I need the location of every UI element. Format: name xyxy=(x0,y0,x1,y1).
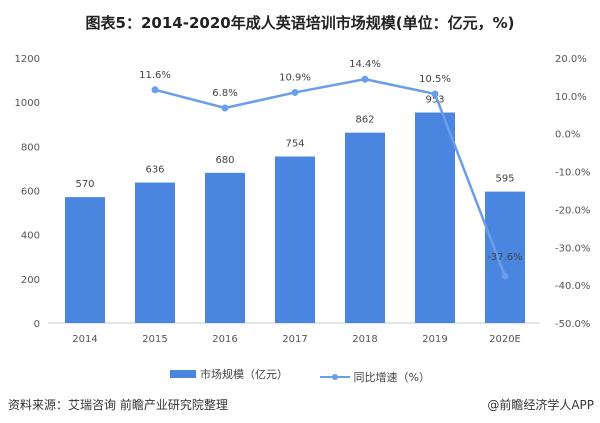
bar-data-label: 862 xyxy=(355,115,374,126)
growth-point xyxy=(291,88,299,96)
left-tick-label: 600 xyxy=(21,187,40,198)
growth-point xyxy=(361,75,369,83)
growth-data-label: 10.9% xyxy=(279,72,311,83)
bar xyxy=(275,156,315,323)
left-tick-label: 800 xyxy=(21,142,40,153)
growth-point xyxy=(151,86,159,94)
x-tick-label: 2017 xyxy=(282,334,307,345)
growth-point xyxy=(221,104,229,112)
growth-data-label: 14.4% xyxy=(349,59,381,70)
right-tick-label: -10.0% xyxy=(555,168,590,179)
growth-point xyxy=(501,272,509,280)
right-tick-label: -30.0% xyxy=(555,243,590,254)
legend-label-line: 同比增速（%） xyxy=(353,371,430,384)
growth-point xyxy=(431,90,439,98)
x-tick-label: 2019 xyxy=(422,334,447,345)
bar-data-label: 595 xyxy=(495,174,514,185)
bar-data-label: 754 xyxy=(285,138,304,149)
growth-data-label: 10.5% xyxy=(419,74,451,85)
bar xyxy=(65,197,105,323)
right-tick-label: 20.0% xyxy=(555,54,587,65)
x-tick-label: 2020E xyxy=(489,334,521,345)
right-tick-label: -40.0% xyxy=(555,281,590,292)
bar-data-label: 636 xyxy=(145,165,164,176)
growth-data-label: 6.8% xyxy=(212,88,237,99)
bar-data-label: 680 xyxy=(215,155,234,166)
bar xyxy=(135,182,175,323)
chart-title: 图表5：2014-2020年成人英语培训市场规模(单位：亿元，%) xyxy=(85,14,515,32)
bar xyxy=(345,132,385,323)
bar-data-label: 570 xyxy=(75,179,94,190)
right-tick-label: 0.0% xyxy=(555,130,580,141)
left-tick-label: 400 xyxy=(21,231,40,242)
right-tick-label: -20.0% xyxy=(555,205,590,216)
legend-swatch-bar xyxy=(170,370,197,378)
bar xyxy=(205,172,245,323)
legend-label-bar: 市场规模（亿元） xyxy=(200,368,289,381)
legend-swatch-line xyxy=(319,374,350,380)
legend-item-bar: 市场规模（亿元） xyxy=(170,366,288,382)
legend-item-line: 同比增速（%） xyxy=(319,369,430,385)
left-tick-label: 200 xyxy=(21,275,40,286)
left-tick-label: 0 xyxy=(34,319,40,330)
x-tick-label: 2015 xyxy=(142,334,167,345)
x-tick-label: 2018 xyxy=(352,334,377,345)
bar-data-label: 953 xyxy=(425,95,444,106)
left-tick-label: 1000 xyxy=(15,98,40,109)
source-note: 资料来源：艾瑞咨询 前瞻产业研究院整理 xyxy=(8,398,228,412)
right-tick-label: 10.0% xyxy=(555,92,587,103)
legend: 市场规模（亿元） 同比增速（%） xyxy=(0,366,600,385)
credit: @前瞻经济学人APP xyxy=(487,398,594,412)
x-tick-label: 2014 xyxy=(72,334,97,345)
growth-data-label: 11.6% xyxy=(139,70,171,81)
right-tick-label: -50.0% xyxy=(555,319,590,330)
left-tick-label: 1200 xyxy=(15,54,40,65)
bar xyxy=(415,112,455,323)
x-tick-label: 2016 xyxy=(212,334,237,345)
growth-data-label: -37.6% xyxy=(487,252,522,263)
growth-line xyxy=(154,77,507,277)
bar xyxy=(485,191,525,323)
